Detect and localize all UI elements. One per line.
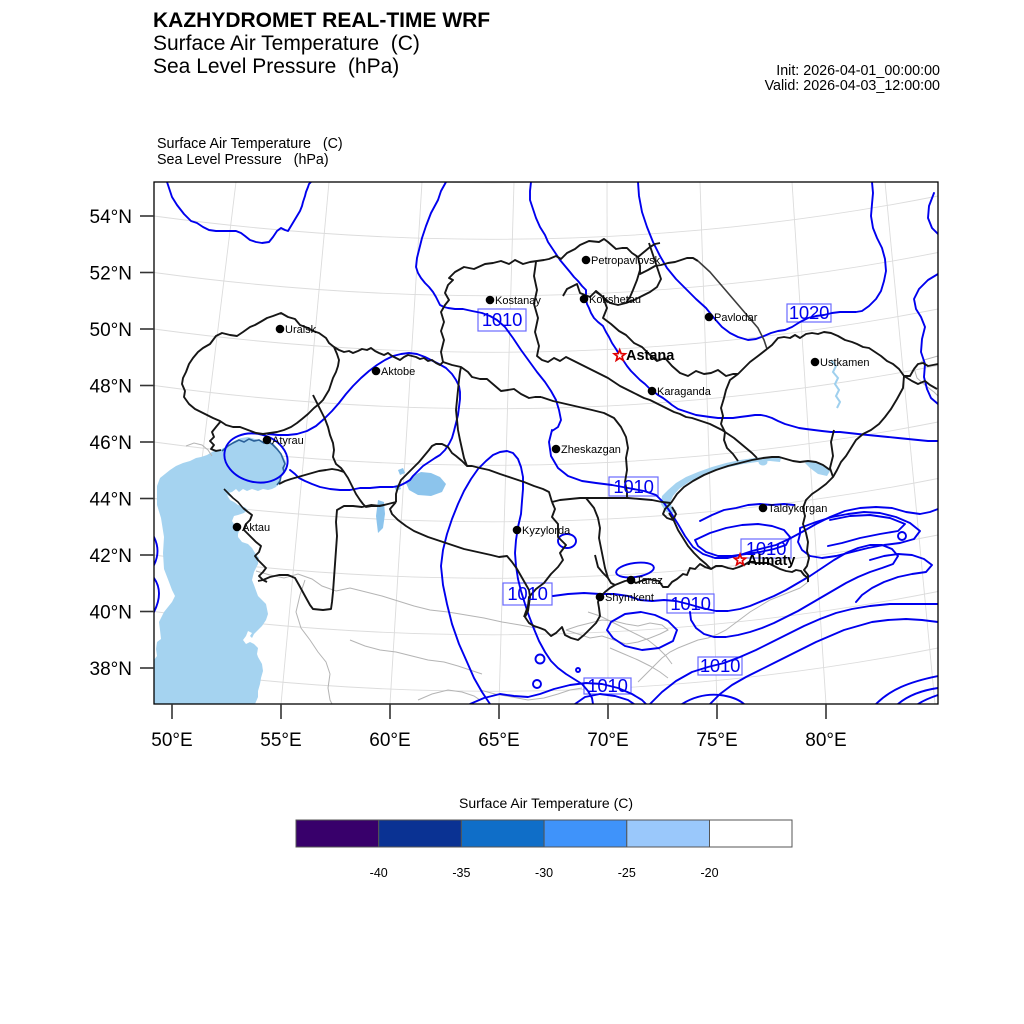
svg-text:46°N: 46°N: [90, 433, 132, 454]
svg-text:Surface Air Temperature (C): Surface Air Temperature (C): [459, 795, 633, 811]
svg-text:Kyzylorda: Kyzylorda: [522, 525, 571, 537]
svg-text:Sea Level Pressure (hPa): Sea Level Pressure (hPa): [153, 55, 399, 78]
svg-text:42°N: 42°N: [90, 546, 132, 567]
svg-text:-40: -40: [370, 866, 388, 880]
svg-text:Valid: 2026-04-03_12:00:00: Valid: 2026-04-03_12:00:00: [765, 78, 940, 94]
svg-text:54°N: 54°N: [90, 207, 132, 228]
svg-text:Almaty: Almaty: [747, 553, 795, 569]
svg-text:50°N: 50°N: [90, 320, 132, 341]
svg-text:Init: 2026-04-01_00:00:00: Init: 2026-04-01_00:00:00: [776, 63, 940, 79]
svg-text:70°E: 70°E: [587, 730, 628, 751]
svg-text:1010: 1010: [482, 309, 522, 330]
svg-text:1010: 1010: [613, 476, 653, 497]
svg-text:1010: 1010: [670, 593, 710, 614]
svg-text:Karaganda: Karaganda: [657, 386, 712, 398]
svg-text:Aktobe: Aktobe: [381, 366, 415, 378]
svg-text:80°E: 80°E: [805, 730, 846, 751]
svg-text:Zheskazgan: Zheskazgan: [561, 444, 621, 456]
svg-text:75°E: 75°E: [696, 730, 737, 751]
svg-text:-25: -25: [618, 866, 636, 880]
svg-text:Kokshetau: Kokshetau: [589, 294, 641, 306]
svg-text:Petropavlovsk: Petropavlovsk: [591, 255, 661, 267]
svg-text:40°N: 40°N: [90, 603, 132, 624]
svg-text:1010: 1010: [507, 583, 547, 604]
svg-text:1010: 1010: [700, 655, 740, 676]
svg-text:Pavlodar: Pavlodar: [714, 312, 758, 324]
svg-text:Atyrau: Atyrau: [272, 435, 304, 447]
svg-text:Ustkamen: Ustkamen: [820, 357, 870, 369]
svg-text:Uralsk: Uralsk: [285, 324, 317, 336]
svg-text:Sea Level Pressure (hPa): Sea Level Pressure (hPa): [157, 152, 329, 168]
svg-text:50°E: 50°E: [151, 730, 192, 751]
svg-text:52°N: 52°N: [90, 264, 132, 285]
svg-text:Kostanay: Kostanay: [495, 295, 541, 307]
svg-text:Taraz: Taraz: [636, 575, 663, 587]
svg-text:65°E: 65°E: [478, 730, 519, 751]
svg-text:Surface Air Temperature (C): Surface Air Temperature (C): [157, 136, 343, 152]
svg-text:1010: 1010: [587, 675, 627, 696]
svg-text:Shymkent: Shymkent: [605, 592, 654, 604]
svg-text:-30: -30: [535, 866, 553, 880]
svg-text:55°E: 55°E: [260, 730, 301, 751]
svg-text:38°N: 38°N: [90, 659, 132, 680]
svg-text:60°E: 60°E: [369, 730, 410, 751]
svg-text:Astana: Astana: [626, 348, 675, 364]
svg-text:KAZHYDROMET REAL-TIME WRF: KAZHYDROMET REAL-TIME WRF: [153, 9, 490, 32]
svg-text:-20: -20: [700, 866, 718, 880]
svg-text:44°N: 44°N: [90, 490, 132, 511]
svg-text:Surface Air Temperature (C): Surface Air Temperature (C): [153, 32, 420, 55]
svg-text:1020: 1020: [789, 302, 829, 323]
svg-text:Aktau: Aktau: [242, 522, 270, 534]
svg-text:48°N: 48°N: [90, 377, 132, 398]
svg-text:1010: 1010: [746, 538, 786, 559]
svg-text:-35: -35: [452, 866, 470, 880]
svg-text:Taldykorgan: Taldykorgan: [768, 503, 827, 515]
